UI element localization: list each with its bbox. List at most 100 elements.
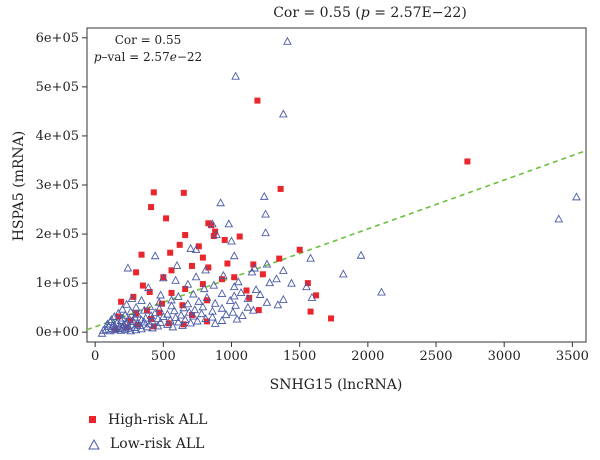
low-risk-point: [150, 251, 160, 260]
low-risk-point: [243, 302, 253, 311]
low-risk-point: [167, 301, 176, 310]
high-risk-point: [212, 228, 219, 235]
high-risk-point: [167, 249, 174, 256]
triangle-marker-icon: [88, 438, 100, 449]
low-risk-point: [97, 328, 107, 337]
high-risk-point: [304, 280, 311, 287]
y-tick-label: 4e+05: [36, 129, 79, 144]
x-tick-label: 3500: [556, 349, 589, 364]
low-risk-point: [183, 279, 193, 288]
low-risk-point: [146, 311, 156, 320]
low-risk-point: [169, 306, 179, 315]
high-risk-point: [250, 261, 257, 268]
low-risk-point: [221, 310, 231, 319]
low-risk-point: [229, 282, 239, 291]
low-risk-point: [133, 309, 142, 318]
low-risk-point: [251, 285, 261, 294]
x-axis-label: SNHG15 (lncRNA): [270, 377, 403, 393]
low-risk-point: [105, 326, 115, 335]
low-risk-point: [231, 300, 240, 309]
low-risk-point: [198, 302, 208, 311]
low-risk-point: [148, 323, 157, 332]
low-risk-point: [116, 325, 126, 334]
annotation: Cor = 0.55 p–val = 2.57e−22: [94, 33, 202, 64]
low-risk-point: [356, 250, 366, 259]
data-points: [97, 36, 581, 337]
low-risk-point: [307, 292, 317, 301]
high-risk-point: [143, 307, 150, 314]
low-risk-point: [150, 308, 160, 317]
low-risk-point: [302, 282, 311, 291]
high-risk-point: [208, 222, 215, 229]
y-tick-label: 0e+00: [36, 325, 79, 340]
y-tick-label: 3e+05: [36, 178, 79, 193]
high-risk-point: [182, 286, 189, 293]
low-risk-point: [250, 263, 260, 272]
low-risk-point: [259, 191, 269, 200]
low-risk-point: [186, 318, 195, 327]
low-risk-point: [201, 265, 210, 274]
high-risk-point: [163, 215, 170, 222]
low-risk-point: [126, 307, 135, 316]
high-risk-point: [139, 282, 146, 289]
low-risk-point: [188, 311, 198, 320]
low-risk-point: [124, 314, 134, 323]
low-risk-point: [173, 317, 183, 326]
low-risk-point: [120, 324, 130, 333]
low-risk-point: [572, 192, 581, 201]
y-axis: 0e+00 1e+05 2e+05 3e+05 4e+05 5e+05 6e+05: [36, 31, 87, 340]
y-tick-label: 2e+05: [36, 227, 79, 242]
low-risk-point: [278, 265, 288, 274]
low-risk-point: [122, 299, 131, 308]
low-risk-point: [262, 259, 272, 268]
low-risk-point: [199, 284, 209, 293]
high-risk-point: [276, 255, 283, 262]
x-axis: 0 500 1000 1500 2000 2500 3000 3500: [91, 342, 589, 364]
low-risk-point: [180, 314, 190, 323]
low-risk-point: [191, 272, 201, 281]
low-risk-point: [127, 293, 137, 302]
high-risk-point: [148, 204, 155, 211]
low-risk-point: [171, 275, 180, 284]
low-risk-point: [163, 309, 172, 318]
high-risk-point: [254, 97, 261, 104]
low-risk-point: [554, 214, 564, 223]
high-risk-point: [188, 262, 195, 269]
low-risk-point: [145, 319, 155, 328]
low-risk-point: [156, 317, 165, 326]
high-risk-point: [296, 246, 303, 253]
low-risk-point: [261, 209, 270, 218]
low-risk-point: [210, 298, 220, 307]
high-risk-point: [118, 298, 125, 305]
low-risk-point: [272, 274, 281, 283]
low-risk-point: [194, 296, 204, 305]
low-risk-point: [197, 309, 206, 318]
legend-item-high-risk: High-risk ALL: [88, 412, 207, 436]
low-risk-point: [142, 322, 152, 331]
low-risk-point: [168, 322, 178, 331]
high-risk-point: [307, 308, 314, 315]
low-risk-point: [224, 219, 234, 228]
low-risk-point: [210, 318, 220, 327]
low-risk-point: [243, 293, 253, 302]
low-risk-point: [218, 270, 228, 279]
low-risk-point: [208, 219, 217, 228]
low-risk-point: [156, 290, 165, 299]
low-risk-point: [139, 317, 149, 326]
high-risk-point: [243, 287, 250, 294]
legend: High-risk ALL Low-risk ALL: [88, 412, 207, 460]
y-axis-label: HSPA5 (mRNA): [11, 131, 27, 242]
low-risk-point: [217, 315, 227, 324]
low-risk-point: [283, 36, 292, 45]
low-risk-point: [338, 269, 348, 278]
low-risk-point: [228, 307, 238, 316]
high-risk-point: [168, 289, 175, 296]
high-risk-point: [199, 254, 206, 261]
trendline: [86, 149, 587, 331]
low-risk-point: [278, 294, 288, 303]
high-risk-point: [231, 274, 238, 281]
x-tick-label: 0: [91, 349, 99, 364]
chart-title: Cor = 0.55 (p = 2.57E−22): [273, 5, 467, 21]
x-tick-label: 1500: [283, 349, 316, 364]
low-risk-point: [227, 236, 236, 245]
